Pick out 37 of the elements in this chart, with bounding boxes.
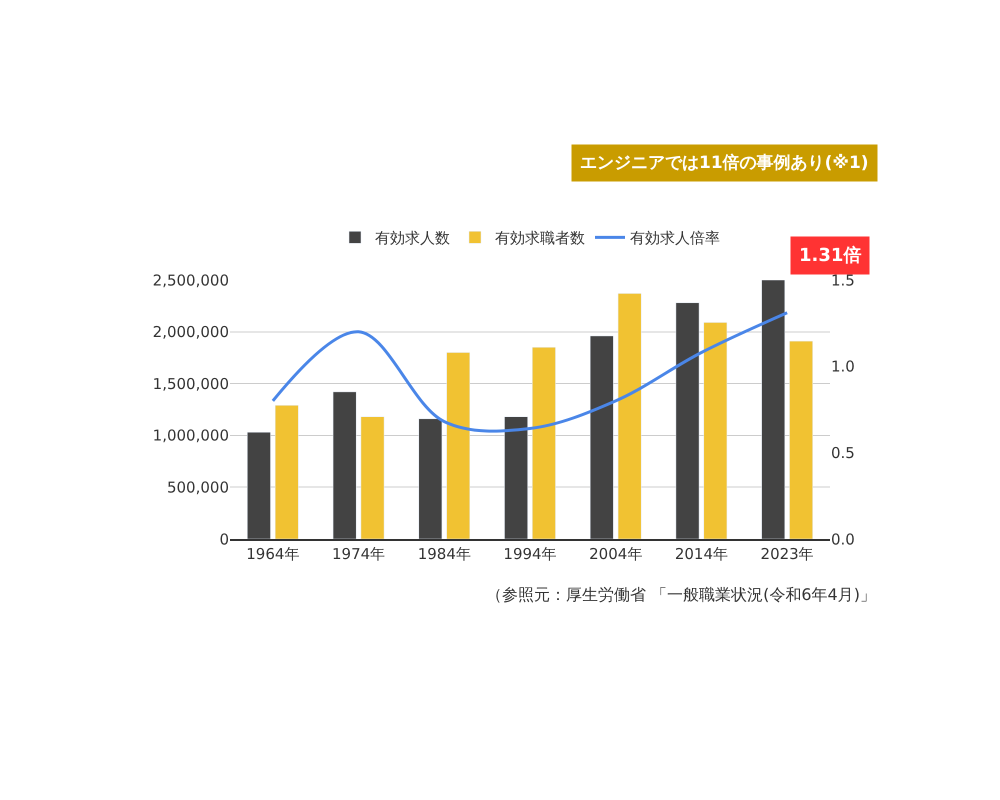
legend-label: 有効求人数 [375,229,450,248]
y-tick-label: 0 [219,530,229,548]
y2-tick-label: 0.0 [831,530,855,548]
bar [704,322,728,539]
x-tick-label: 2004年 [589,544,642,563]
x-tick-label: 1974年 [332,544,386,563]
bar [618,293,642,539]
text: 1.31倍 [799,245,862,266]
x-tick-label: 2014年 [674,544,728,563]
y-tick-label: 500,000 [166,478,229,496]
text: （参照元：厚生労働省 「一般職業状況(令和6年4月)」 [486,585,876,604]
bar [332,392,356,539]
y2-tick-label: 0.5 [831,444,855,462]
bar [446,352,470,539]
text: エンジニアでは11倍の事例あり(※1) [580,153,869,173]
bar [590,336,614,539]
legend-label: 有効求職者数 [495,229,585,248]
y-tick-label: 2,000,000 [152,323,229,342]
bar [360,416,384,539]
bar [761,280,786,539]
y-tick-label: 1,500,000 [152,374,229,393]
bar [247,432,271,539]
bar [274,405,299,539]
y2-tick-label: 1.5 [831,271,855,290]
x-tick-label: 2023年 [760,544,814,563]
y-tick-label: 1,000,000 [152,426,229,445]
bar [789,340,813,539]
x-tick-label: 1984年 [418,544,471,563]
legend-label: 有効求人倍率 [630,229,720,248]
bar [418,418,442,539]
bar [532,347,556,539]
bar [504,416,528,539]
x-tick-label: 1964年 [246,544,300,563]
bar [676,302,700,539]
y2-tick-label: 1.0 [831,358,855,376]
x-tick-label: 1994年 [503,544,557,563]
y-tick-label: 2,500,000 [152,271,229,290]
